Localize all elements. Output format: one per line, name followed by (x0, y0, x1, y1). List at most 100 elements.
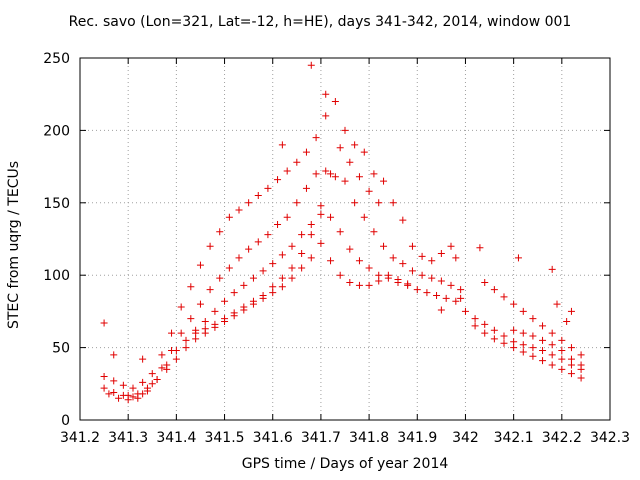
data-point (481, 329, 489, 337)
y-tick-label: 250 (43, 51, 70, 67)
y-tick-label: 200 (43, 123, 70, 139)
data-point (558, 336, 566, 344)
data-point (519, 341, 527, 349)
data-point (408, 242, 416, 250)
data-point (346, 245, 354, 253)
data-point (519, 307, 527, 315)
data-point (331, 173, 339, 181)
data-point (100, 319, 108, 327)
data-point (437, 306, 445, 314)
data-point (351, 199, 359, 207)
data-point (211, 307, 219, 315)
data-point (399, 216, 407, 224)
data-point (413, 286, 421, 294)
data-point (428, 274, 436, 282)
x-tick-label: 341.3 (108, 430, 148, 446)
data-point (442, 294, 450, 302)
data-point (307, 231, 315, 239)
data-point (192, 329, 200, 337)
data-point (254, 238, 262, 246)
data-point (245, 199, 253, 207)
data-point (370, 228, 378, 236)
data-point (519, 329, 527, 337)
data-point (548, 329, 556, 337)
data-point (230, 289, 238, 297)
series-track-i (510, 326, 585, 369)
data-point (312, 134, 320, 142)
data-point (221, 297, 229, 305)
series-track-f (461, 307, 585, 373)
data-point (433, 291, 441, 299)
data-point (471, 315, 479, 323)
data-point (317, 202, 325, 210)
data-point (100, 384, 108, 392)
data-point (404, 280, 412, 288)
series-track-e (192, 144, 383, 337)
axis-ticks: 341.2 341.3 341.4 341.5 341.6 341.7 341.8 341.9… (43, 51, 630, 446)
data-point (269, 260, 277, 268)
data-point (567, 370, 575, 378)
data-point (539, 322, 547, 330)
data-point (500, 339, 508, 347)
data-point (307, 61, 315, 69)
data-point (510, 326, 518, 334)
data-point (481, 320, 489, 328)
y-axis-label: STEC from uqrg / TECUs (6, 160, 22, 330)
data-point (346, 278, 354, 286)
data-point (196, 261, 204, 269)
data-point (360, 213, 368, 221)
data-point (375, 277, 383, 285)
data-point (327, 257, 335, 265)
data-point (322, 112, 330, 120)
data-point (360, 148, 368, 156)
data-point (375, 199, 383, 207)
data-point (539, 357, 547, 365)
chart-title: Rec. savo (Lon=321, Lat=-12, h=HE), days… (68, 14, 572, 30)
series-track-d (124, 239, 412, 399)
data-point (457, 286, 465, 294)
data-point (168, 329, 176, 337)
data-point (558, 346, 566, 354)
data-point (476, 244, 484, 252)
data-point (249, 297, 257, 305)
data-point (148, 370, 156, 378)
data-point (428, 257, 436, 265)
series-track-a (100, 97, 445, 392)
data-point (548, 341, 556, 349)
y-tick-label: 50 (52, 341, 70, 357)
data-point (558, 355, 566, 363)
data-point (278, 274, 286, 282)
data-point (490, 335, 498, 343)
data-point (510, 344, 518, 352)
data-point (447, 242, 455, 250)
data-point (211, 320, 219, 328)
data-point (452, 297, 460, 305)
data-point (278, 251, 286, 259)
data-point (461, 307, 469, 315)
grid-lines (80, 58, 610, 420)
data-point (235, 254, 243, 262)
data-point (336, 228, 344, 236)
data-point (307, 254, 315, 262)
data-point (158, 351, 166, 359)
data-point (259, 291, 267, 299)
data-point (245, 245, 253, 253)
data-point (119, 381, 127, 389)
data-point (529, 344, 537, 352)
data-point (558, 365, 566, 373)
data-point (577, 361, 585, 369)
series-track-c (105, 210, 460, 404)
data-point (447, 281, 455, 289)
series-track-b (100, 167, 465, 401)
data-point (529, 352, 537, 360)
data-point (355, 257, 363, 265)
data-point (389, 254, 397, 262)
data-point (259, 267, 267, 275)
data-point (384, 271, 392, 279)
data-point (437, 249, 445, 257)
x-tick-label: 342.3 (590, 430, 630, 446)
data-point (510, 300, 518, 308)
data-point (577, 351, 585, 359)
data-point (370, 170, 378, 178)
data-point (225, 213, 233, 221)
